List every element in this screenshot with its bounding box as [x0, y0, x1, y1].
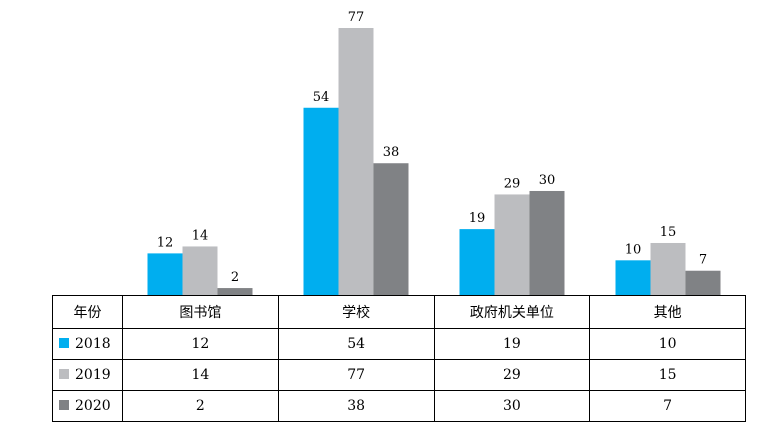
data-label-2019-3: 15	[660, 225, 677, 240]
table-cell-2020-1: 38	[277, 390, 435, 422]
legend-swatch-2019	[59, 369, 69, 379]
data-label-2020-2: 30	[539, 173, 556, 188]
table-cell-2019-1: 77	[277, 359, 435, 391]
bar-chart: 12 14 2 54 77 38 19 29 30 10 15 7	[147, 10, 721, 295]
table-row: 2020 2 38 30 7	[52, 390, 746, 422]
data-label-2018-3: 10	[625, 242, 642, 257]
table-header-label: 年份	[52, 295, 123, 329]
table-cell-2019-0: 14	[122, 359, 279, 391]
table-cell-2019-3: 15	[589, 359, 746, 391]
legend-label-2020: 2020	[75, 398, 111, 414]
table-cell-2018-3: 10	[589, 328, 746, 360]
bar-2019-2	[494, 194, 530, 295]
data-label-2019-1: 77	[348, 10, 365, 25]
table-cell-2018-0: 12	[122, 328, 279, 360]
legend-label-2019: 2019	[75, 367, 111, 383]
table-header-row: 年份 图书馆 学校 政府机关单位 其他	[52, 295, 746, 329]
data-label-2018-2: 19	[469, 211, 486, 226]
data-label-2020-0: 2	[231, 270, 239, 285]
legend-entry-2019: 2019	[52, 359, 123, 391]
legend-swatch-2018	[59, 338, 69, 348]
bar-2018-3	[615, 260, 651, 295]
bar-2019-1	[338, 28, 374, 295]
data-label-2019-0: 14	[192, 228, 209, 243]
table-cell-2019-2: 29	[433, 359, 591, 391]
bar-2018-0	[147, 253, 183, 295]
table-row: 2019 14 77 29 15	[52, 359, 746, 391]
table-cell-2018-1: 54	[277, 328, 435, 360]
table-row: 2018 12 54 19 10	[52, 328, 746, 360]
data-label-2018-1: 54	[313, 90, 330, 105]
bar-2020-3	[685, 270, 721, 295]
bar-2020-2	[529, 190, 565, 295]
bar-2018-2	[459, 229, 495, 295]
category-label-1: 学校	[277, 295, 435, 329]
bar-2020-0	[217, 288, 253, 295]
category-label-2: 政府机关单位	[433, 295, 591, 329]
legend-label-2018: 2018	[75, 336, 111, 352]
legend-entry-2018: 2018	[52, 328, 123, 360]
data-label-2020-1: 38	[383, 145, 400, 160]
bar-2018-1	[303, 107, 339, 295]
bar-2019-0	[182, 246, 218, 295]
data-label-2019-2: 29	[504, 176, 521, 191]
table-cell-2018-2: 19	[433, 328, 591, 360]
table-cell-2020-3: 7	[589, 390, 746, 422]
category-label-3: 其他	[589, 295, 746, 329]
bar-2019-3	[650, 242, 686, 295]
table-cell-2020-2: 30	[433, 390, 591, 422]
category-label-0: 图书馆	[122, 295, 279, 329]
data-label-2020-3: 7	[699, 253, 707, 268]
legend-entry-2020: 2020	[52, 390, 123, 422]
data-table: 年份 图书馆 学校 政府机关单位 其他 2018 12 54 19 10 2019 14 77 29 15 2…	[52, 295, 746, 422]
bar-2020-1	[373, 163, 409, 295]
data-label-2018-0: 12	[157, 235, 174, 250]
legend-swatch-2020	[59, 400, 69, 410]
table-cell-2020-0: 2	[122, 390, 279, 422]
